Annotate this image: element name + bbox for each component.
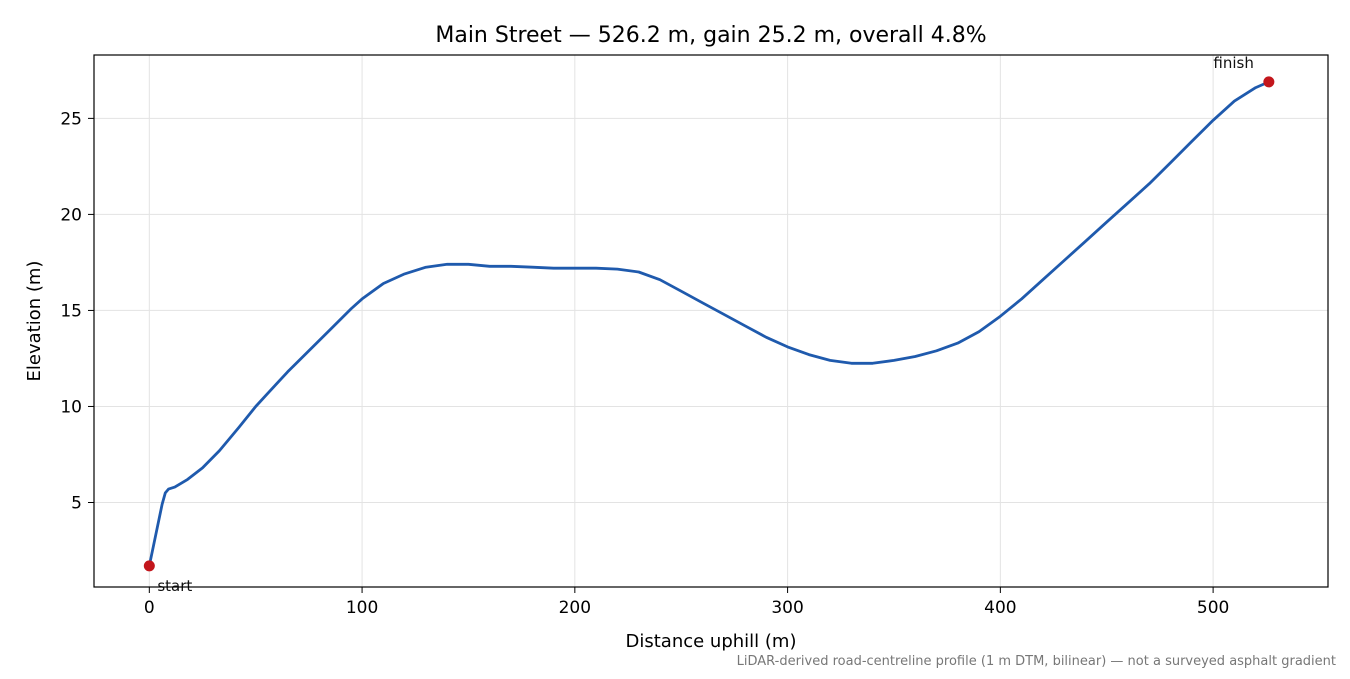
y-axis-label: Elevation (m) (24, 261, 45, 382)
start-marker (143, 560, 155, 572)
y-axis-ticks: 5 10 15 20 25 (60, 109, 94, 513)
y-tick-label: 25 (60, 109, 82, 129)
y-tick-label: 10 (60, 397, 82, 417)
marker-layer: start finish (143, 54, 1275, 595)
x-tick-label: 400 (984, 598, 1016, 618)
plot-frame (93, 54, 1329, 588)
x-tick-label: 200 (559, 598, 591, 618)
x-axis-ticks: 0 100 200 300 400 500 (144, 587, 1229, 618)
x-axis-label: Distance uphill (m) (626, 631, 797, 652)
y-tick-label: 5 (71, 493, 82, 513)
series-layer (147, 80, 1271, 568)
elevation-line (147, 80, 1271, 568)
footnote: LiDAR-derived road-centreline profile (1… (737, 654, 1336, 669)
chart-title: Main Street — 526.2 m, gain 25.2 m, over… (435, 23, 986, 48)
y-tick-label: 15 (60, 301, 82, 321)
x-tick-label: 500 (1197, 598, 1229, 618)
x-tick-label: 100 (346, 598, 378, 618)
y-tick-label: 20 (60, 205, 82, 225)
x-tick-label: 300 (771, 598, 803, 618)
finish-marker (1263, 76, 1275, 88)
grid (94, 55, 1328, 587)
x-tick-label: 0 (144, 598, 155, 618)
finish-label: finish (1213, 54, 1253, 72)
start-label: start (157, 577, 192, 595)
